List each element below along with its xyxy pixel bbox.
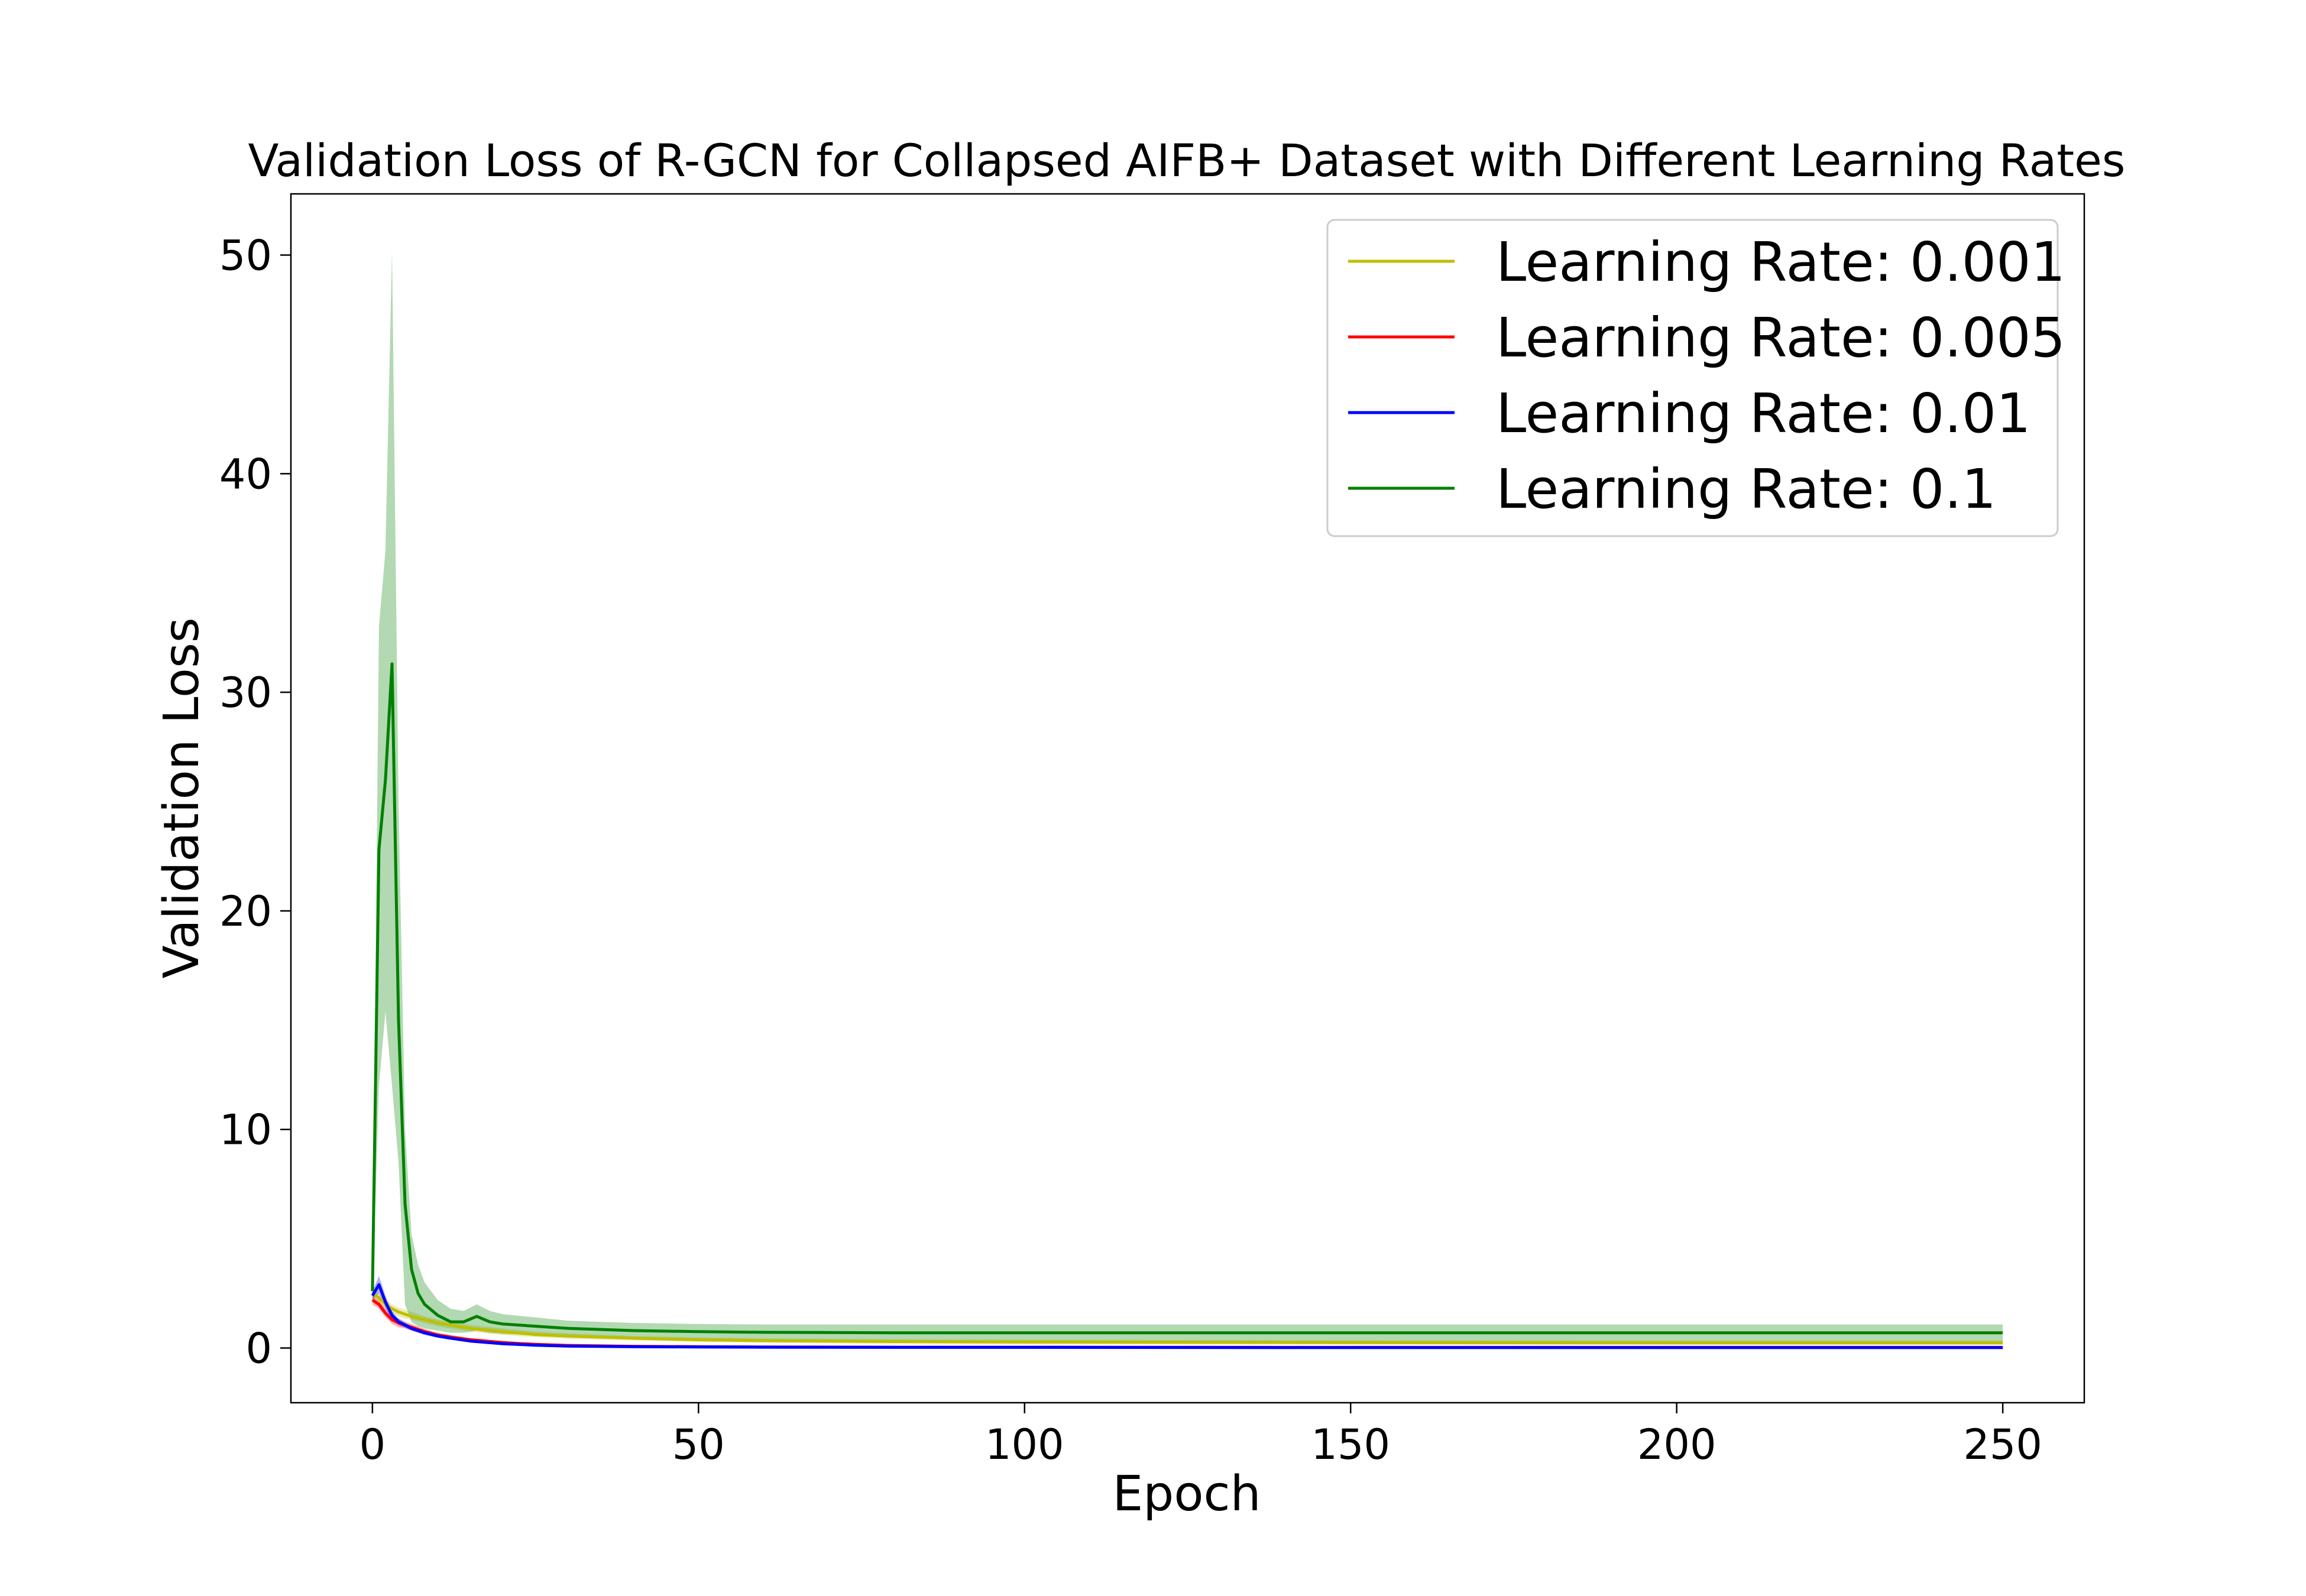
x-axis: 0 50 100 150 200 250 xyxy=(359,1403,2042,1469)
legend-label-learning-rate-0-005: Learning Rate: 0.005 xyxy=(1496,306,2065,369)
plot-frame xyxy=(290,193,2085,1404)
x-tick-label: 50 xyxy=(672,1420,725,1469)
x-tick-label: 100 xyxy=(985,1420,1064,1469)
y-axis-label: Validation Loss xyxy=(154,618,210,979)
legend: Learning Rate: 0.001 Learning Rate: 0.005… xyxy=(1326,219,2065,537)
series-line-learning-rate-0-1 xyxy=(371,662,2003,1335)
series-line-learning-rate-0-001 xyxy=(371,1292,2003,1345)
x-axis-label: Epoch xyxy=(1112,1466,1261,1522)
legend-label-learning-rate-0-1: Learning Rate: 0.1 xyxy=(1496,458,1996,521)
x-tick-label: 200 xyxy=(1637,1420,1716,1469)
y-axis: 0 10 20 30 40 50 xyxy=(219,232,291,1373)
x-tick-label: 250 xyxy=(1963,1420,2042,1469)
series-line-learning-rate-0-01 xyxy=(371,1283,2003,1350)
x-tick-label: 150 xyxy=(1311,1420,1390,1469)
y-tick-label: 10 xyxy=(219,1106,272,1154)
legend-label-learning-rate-0-001: Learning Rate: 0.001 xyxy=(1496,231,2065,294)
chart-title: Validation Loss of R-GCN for Collapsed A… xyxy=(248,134,2125,187)
y-tick-label: 50 xyxy=(219,232,272,280)
y-tick-label: 20 xyxy=(219,887,272,936)
x-tick-label: 0 xyxy=(359,1420,386,1469)
y-tick-label: 30 xyxy=(219,669,272,717)
plot-area xyxy=(371,251,2003,1350)
legend-box xyxy=(1326,219,2059,537)
legend-label-learning-rate-0-01: Learning Rate: 0.01 xyxy=(1496,382,2031,445)
y-tick-label: 40 xyxy=(219,450,272,498)
y-tick-label: 0 xyxy=(245,1325,272,1373)
